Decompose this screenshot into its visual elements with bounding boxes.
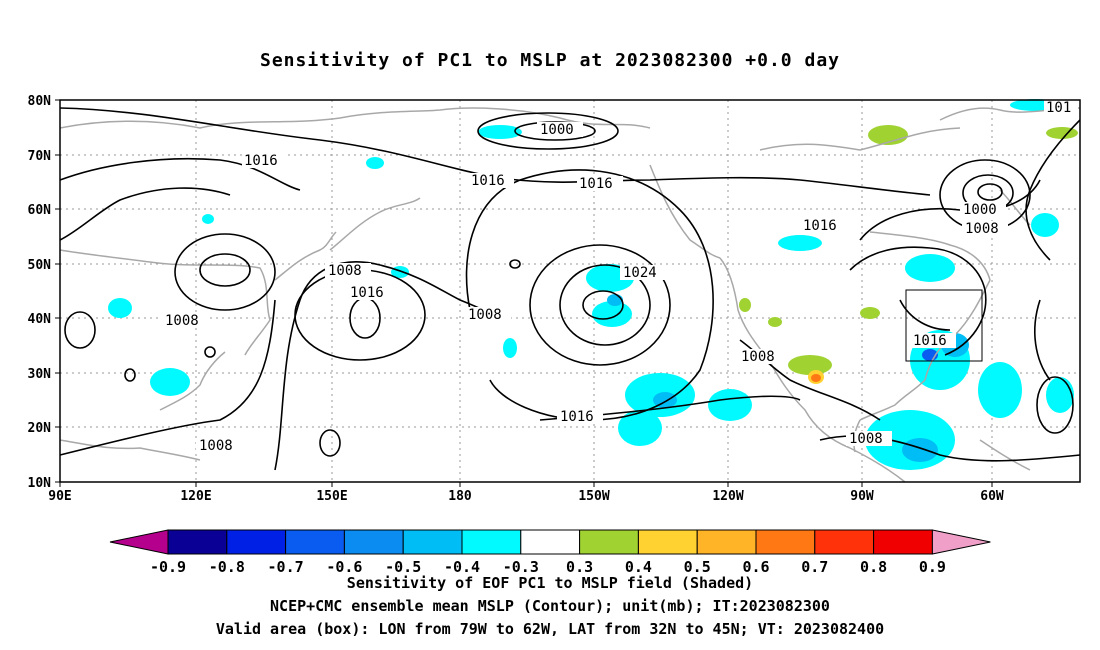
colorbar-low-arrow xyxy=(109,529,169,555)
colorbar-swatch xyxy=(226,529,287,555)
colorbar-swatch xyxy=(167,529,228,555)
colorbar-label: 0.6 xyxy=(742,558,769,576)
colorbar-label: 0.5 xyxy=(684,558,711,576)
axis-ticks xyxy=(55,99,993,487)
colorbar-swatch xyxy=(343,529,404,555)
colorbar-swatch xyxy=(402,529,463,555)
caption-shading: Sensitivity of EOF PC1 to MSLP field (Sh… xyxy=(346,574,754,592)
sensitivity-shading xyxy=(108,99,1078,470)
lon-label: 180 xyxy=(448,489,472,504)
lon-label: 90E xyxy=(48,489,71,504)
colorbar-label: 0.9 xyxy=(919,558,946,576)
contour-label: 1016 xyxy=(803,218,837,234)
contour-label: 1008 xyxy=(328,263,362,279)
lon-label: 150W xyxy=(578,489,609,504)
map-frame xyxy=(59,99,1081,483)
colorbar-swatch xyxy=(873,529,933,555)
contour-label: 1000 xyxy=(540,122,574,138)
contour-label: 1024 xyxy=(623,265,657,281)
lat-label: 40N xyxy=(28,312,52,327)
colorbar-label: -0.3 xyxy=(503,558,539,576)
caption-valid-area: Valid area (box): LON from 79W to 62W, L… xyxy=(215,620,885,638)
lat-label: 80N xyxy=(28,94,52,109)
contour-label: 1016 xyxy=(579,176,613,192)
longitude-labels: 90E 120E 150E 180 150W 120W 90W 60W xyxy=(48,489,1004,504)
contour-label: 1016 xyxy=(560,409,594,425)
colorbar-label: -0.9 xyxy=(150,558,186,576)
colorbar-label: -0.7 xyxy=(268,558,304,576)
contour-label: 1016 xyxy=(244,153,278,169)
colorbar-high-arrow xyxy=(931,529,991,555)
colorbar-swatch xyxy=(696,529,757,555)
colorbar-swatch xyxy=(520,529,581,555)
colorbar-label: 0.7 xyxy=(801,558,828,576)
colorbar-label: 0.8 xyxy=(860,558,887,576)
colorbar-label: 0.3 xyxy=(566,558,593,576)
valid-area-box xyxy=(905,289,983,362)
contour-label: 1016 xyxy=(350,285,384,301)
lat-label: 50N xyxy=(28,258,52,273)
map-title: Sensitivity of PC1 to MSLP at 2023082300… xyxy=(259,50,840,71)
caption-contour: NCEP+CMC ensemble mean MSLP (Contour); u… xyxy=(270,597,830,615)
contour-label: 1000 xyxy=(963,202,997,218)
lon-label: 120W xyxy=(712,489,743,504)
contour-label: 1008 xyxy=(849,431,883,447)
contour-label-group: 1000 1016 1016 1016 1008 1016 1008 1024 … xyxy=(162,100,1078,454)
colorbar-label: -0.8 xyxy=(209,558,245,576)
lat-label: 20N xyxy=(28,421,52,436)
lat-label: 70N xyxy=(28,149,52,164)
lon-label: 120E xyxy=(180,489,211,504)
latitude-labels: 80N 70N 60N 50N 40N 30N 20N 10N xyxy=(28,94,52,491)
colorbar-label: 0.4 xyxy=(625,558,652,576)
lat-label: 60N xyxy=(28,203,52,218)
lon-label: 150E xyxy=(316,489,347,504)
contour-label: 1016 xyxy=(913,333,947,349)
colorbar-swatch xyxy=(637,529,698,555)
contour-label: 1008 xyxy=(741,349,775,365)
lat-label: 10N xyxy=(28,476,52,491)
lat-label: 30N xyxy=(28,367,52,382)
contour-label: 1008 xyxy=(199,438,233,454)
lon-label: 90W xyxy=(850,489,874,504)
contour-label: 101 xyxy=(1046,100,1071,116)
colorbar-swatch xyxy=(755,529,816,555)
contour-label: 1016 xyxy=(471,173,505,189)
colorbar: -0.9 -0.8 -0.7 -0.6 -0.5 -0.4 -0.3 0.3 0.4 0.5 0.6… xyxy=(109,529,991,576)
colorbar-swatch xyxy=(285,529,345,555)
colorbar-label: -0.4 xyxy=(444,558,480,576)
colorbar-swatch xyxy=(814,529,875,555)
lon-label: 60W xyxy=(980,489,1004,504)
colorbar-label: -0.6 xyxy=(326,558,362,576)
colorbar-swatch xyxy=(461,529,522,555)
coastlines xyxy=(59,107,1081,483)
contour-label: 1008 xyxy=(468,307,502,323)
colorbar-label: -0.5 xyxy=(385,558,421,576)
contour-label: 1008 xyxy=(965,221,999,237)
contour-label: 1008 xyxy=(165,313,199,329)
colorbar-swatch xyxy=(579,529,639,555)
